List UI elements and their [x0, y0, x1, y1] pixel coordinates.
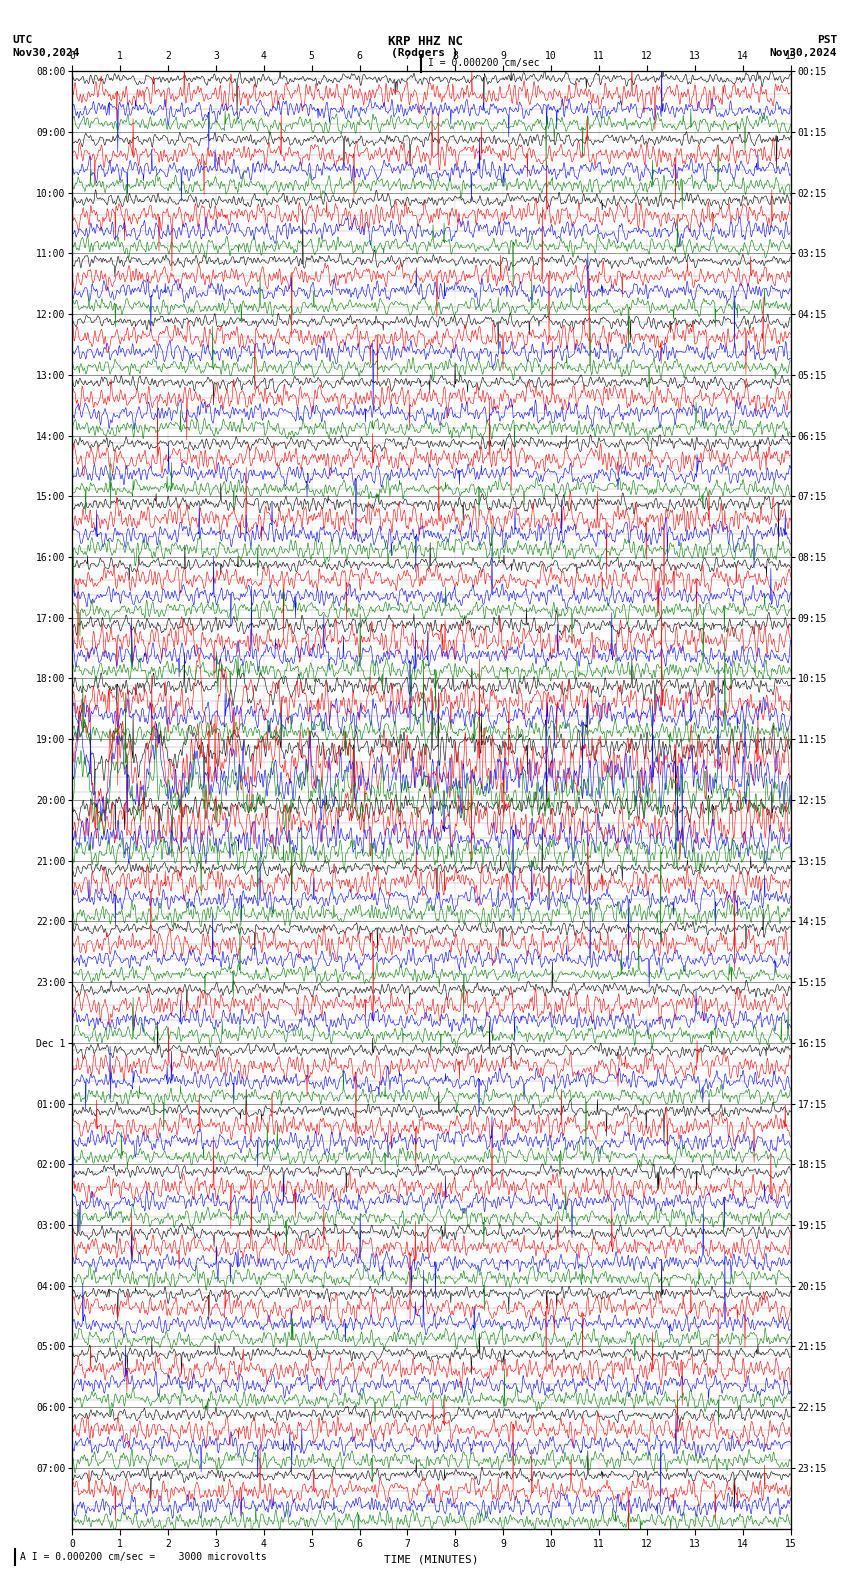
Text: UTC: UTC	[13, 35, 33, 44]
Text: A I = 0.000200 cm/sec =    3000 microvolts: A I = 0.000200 cm/sec = 3000 microvolts	[20, 1552, 267, 1562]
Text: KRP HHZ NC: KRP HHZ NC	[388, 35, 462, 48]
Text: I = 0.000200 cm/sec: I = 0.000200 cm/sec	[428, 59, 539, 68]
Text: (Rodgers ): (Rodgers )	[391, 48, 459, 57]
Text: Nov30,2024: Nov30,2024	[13, 48, 80, 57]
X-axis label: TIME (MINUTES): TIME (MINUTES)	[384, 1554, 479, 1565]
Text: Nov30,2024: Nov30,2024	[770, 48, 837, 57]
Text: PST: PST	[817, 35, 837, 44]
